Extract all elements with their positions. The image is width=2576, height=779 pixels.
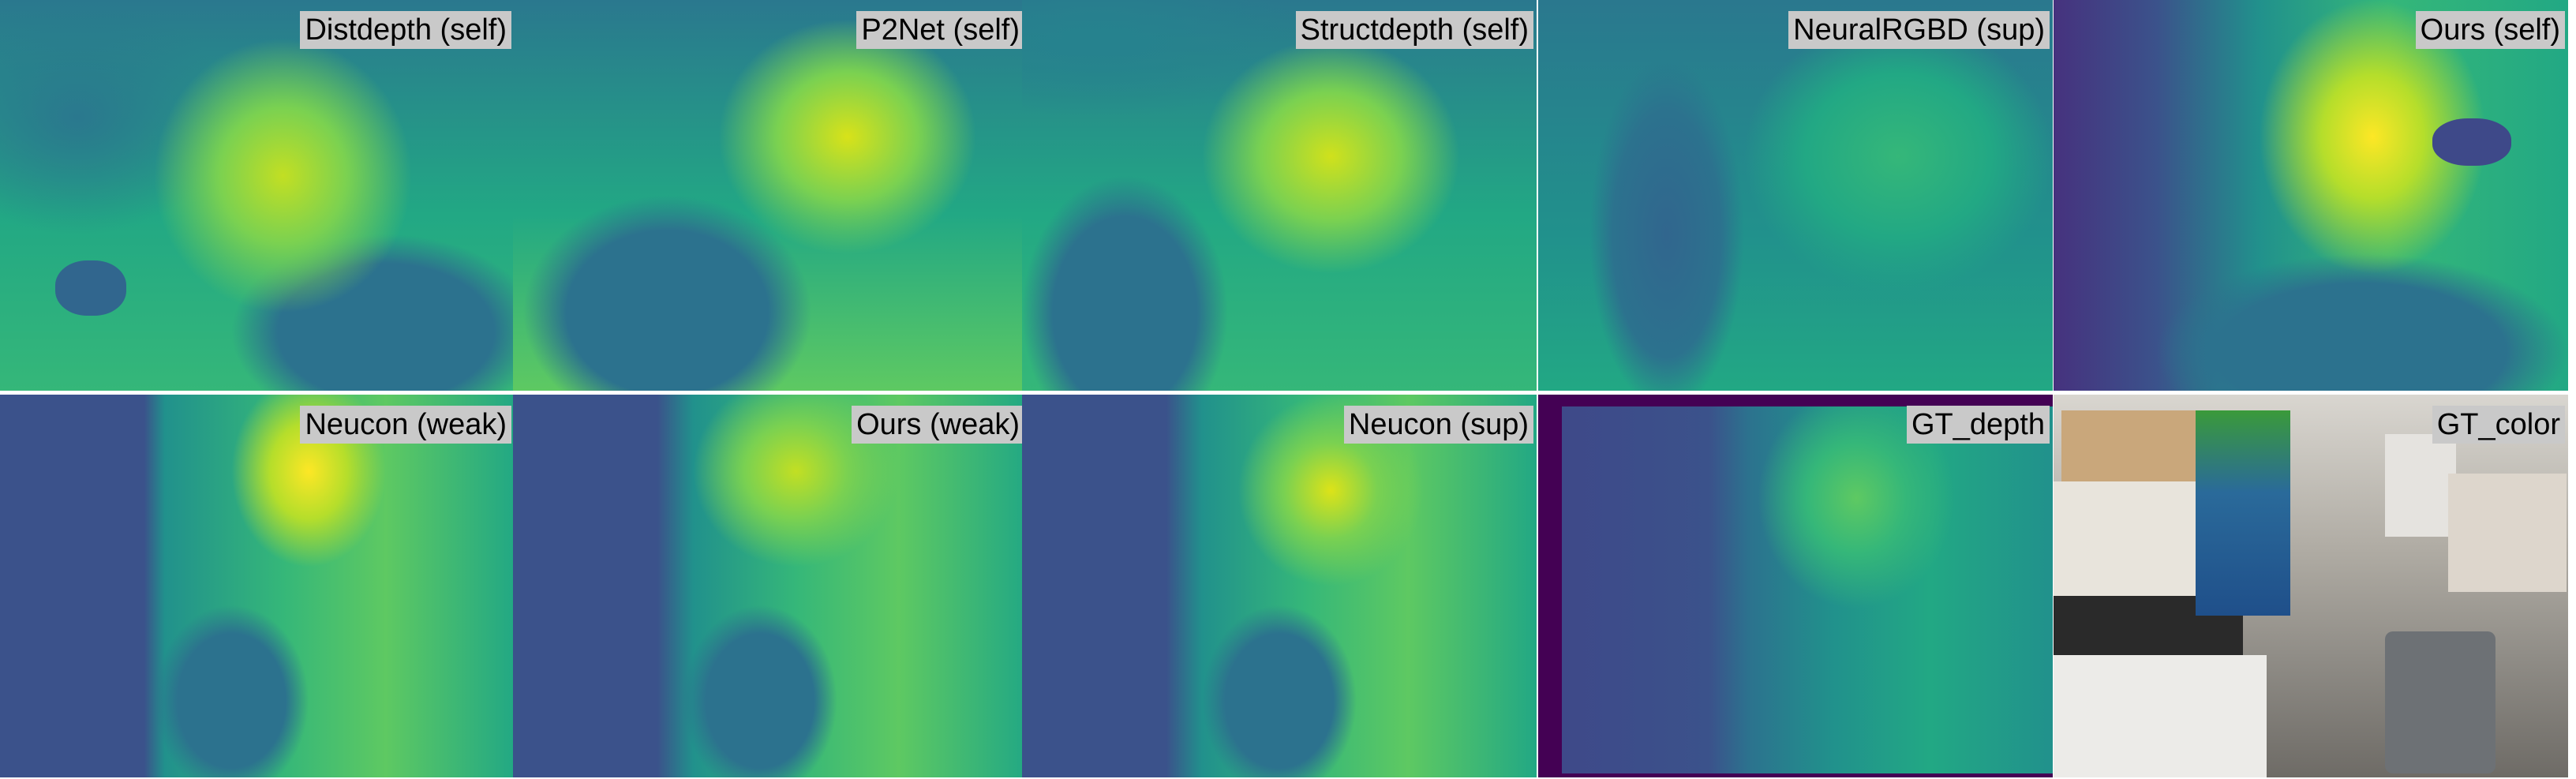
panel-label: Neucon (sup) [1343,406,1533,444]
bin [2196,410,2290,616]
panel-label: Ours (self) [2415,11,2565,49]
panel-label: GT_depth [1907,406,2050,444]
panel-label: NeuralRGBD (sup) [1788,11,2050,49]
step-stool [2385,631,2496,773]
depth-panel: Structdepth (self) [1022,0,1537,391]
depth-region [1562,406,2053,773]
depth-panel: Ours (weak) [513,395,1028,777]
box [2448,474,2567,592]
panel-label: GT_color [2432,406,2565,444]
depth-panel: GT_depth [1538,395,2053,777]
box [2385,434,2456,537]
box [2054,481,2211,600]
depth-panel: Ours (self) [2054,0,2568,391]
box [2054,655,2267,777]
depth-panel: Neucon (sup) [1022,395,1537,777]
depth-panel: NeuralRGBD (sup) [1538,0,2053,391]
depth-panel: Neucon (weak) [0,395,515,777]
panel-label: Neucon (weak) [300,406,511,444]
photo-panel: GT_color [2054,395,2568,777]
depth-panel: Distdepth (self) [0,0,515,391]
depth-panel: P2Net (self) [513,0,1028,391]
panel-label: P2Net (self) [856,11,1024,49]
depth-region [2432,118,2511,166]
panel-label: Ours (weak) [852,406,1024,444]
panel-label: Distdepth (self) [300,11,511,49]
depth-region [55,260,126,316]
panel-label: Structdepth (self) [1295,11,1533,49]
